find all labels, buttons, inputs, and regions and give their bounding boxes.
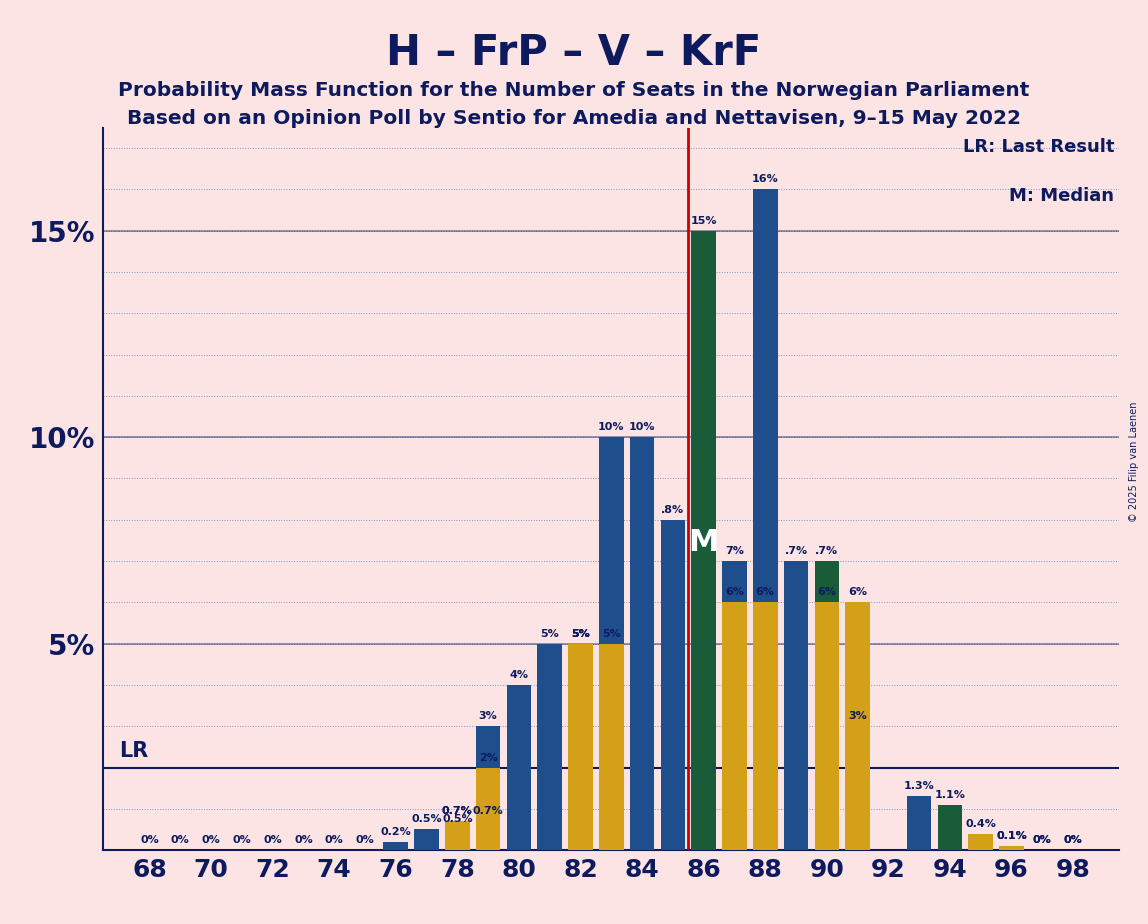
Bar [814,602,839,850]
Text: 3%: 3% [848,711,867,722]
Text: 0%: 0% [140,835,158,845]
Bar [475,821,501,850]
Text: 3%: 3% [479,711,497,722]
Bar [845,602,870,850]
Bar [383,842,408,850]
Text: 0%: 0% [1064,835,1083,845]
Bar [568,644,592,850]
Text: 5%: 5% [602,628,621,638]
Text: M: M [689,528,719,557]
Text: LR: LR [118,741,148,761]
Bar [845,726,870,850]
Text: Based on an Opinion Poll by Sentio for Amedia and Nettavisen, 9–15 May 2022: Based on an Opinion Poll by Sentio for A… [127,109,1021,128]
Bar [599,437,623,850]
Text: 16%: 16% [752,175,778,185]
Text: 7%: 7% [726,546,744,556]
Bar [568,644,592,850]
Bar [784,561,808,850]
Text: 6%: 6% [724,588,744,598]
Text: 0.4%: 0.4% [965,819,996,829]
Text: 5%: 5% [572,628,590,638]
Text: 0%: 0% [356,835,374,845]
Bar [475,768,501,850]
Text: 0%: 0% [233,835,251,845]
Bar [907,796,931,850]
Text: 6%: 6% [755,588,775,598]
Text: 10%: 10% [629,422,656,432]
Bar [969,833,993,850]
Bar [414,830,439,850]
Text: 0%: 0% [202,835,220,845]
Text: 0%: 0% [1033,835,1052,845]
Text: H – FrP – V – KrF: H – FrP – V – KrF [387,32,761,74]
Text: 0.5%: 0.5% [411,814,442,824]
Bar [722,561,746,850]
Text: © 2025 Filip van Laenen: © 2025 Filip van Laenen [1130,402,1139,522]
Text: 0.5%: 0.5% [442,814,473,824]
Bar [445,830,470,850]
Text: 6%: 6% [817,588,837,598]
Text: LR: Last Result: LR: Last Result [963,139,1115,156]
Bar [753,189,777,850]
Bar [537,644,563,850]
Bar [506,685,532,850]
Bar [568,644,592,850]
Text: 0.7%: 0.7% [442,807,473,816]
Text: .7%: .7% [784,546,807,556]
Text: 10%: 10% [598,422,625,432]
Text: 0%: 0% [1064,835,1083,845]
Text: 15%: 15% [690,216,716,225]
Bar [722,602,746,850]
Bar [660,520,685,850]
Bar [938,805,962,850]
Bar [630,437,654,850]
Bar [475,726,501,850]
Text: 5%: 5% [541,628,559,638]
Bar [753,602,777,850]
Text: Probability Mass Function for the Number of Seats in the Norwegian Parliament: Probability Mass Function for the Number… [118,81,1030,101]
Text: 0.7%: 0.7% [473,807,504,816]
Text: 5%: 5% [572,628,590,638]
Text: 0%: 0% [294,835,312,845]
Text: 0%: 0% [325,835,343,845]
Text: 1.1%: 1.1% [934,790,965,799]
Bar [445,821,470,850]
Text: 0%: 0% [263,835,282,845]
Text: 0.1%: 0.1% [996,831,1027,841]
Bar [814,561,839,850]
Text: 4%: 4% [510,670,528,680]
Bar [999,846,1024,850]
Bar [999,846,1024,850]
Bar [599,644,623,850]
Text: .7%: .7% [815,546,838,556]
Text: 6%: 6% [848,588,867,598]
Text: 0.1%: 0.1% [996,831,1027,841]
Text: 1.3%: 1.3% [903,782,934,792]
Text: 0%: 0% [171,835,189,845]
Bar [691,231,716,850]
Bar [445,821,470,850]
Text: 0.2%: 0.2% [380,827,411,837]
Text: 5%: 5% [572,628,590,638]
Text: 0%: 0% [1033,835,1052,845]
Text: .8%: .8% [661,505,684,515]
Text: 2%: 2% [479,752,497,762]
Text: M: Median: M: Median [1009,187,1115,205]
Text: 0.7%: 0.7% [442,807,473,816]
